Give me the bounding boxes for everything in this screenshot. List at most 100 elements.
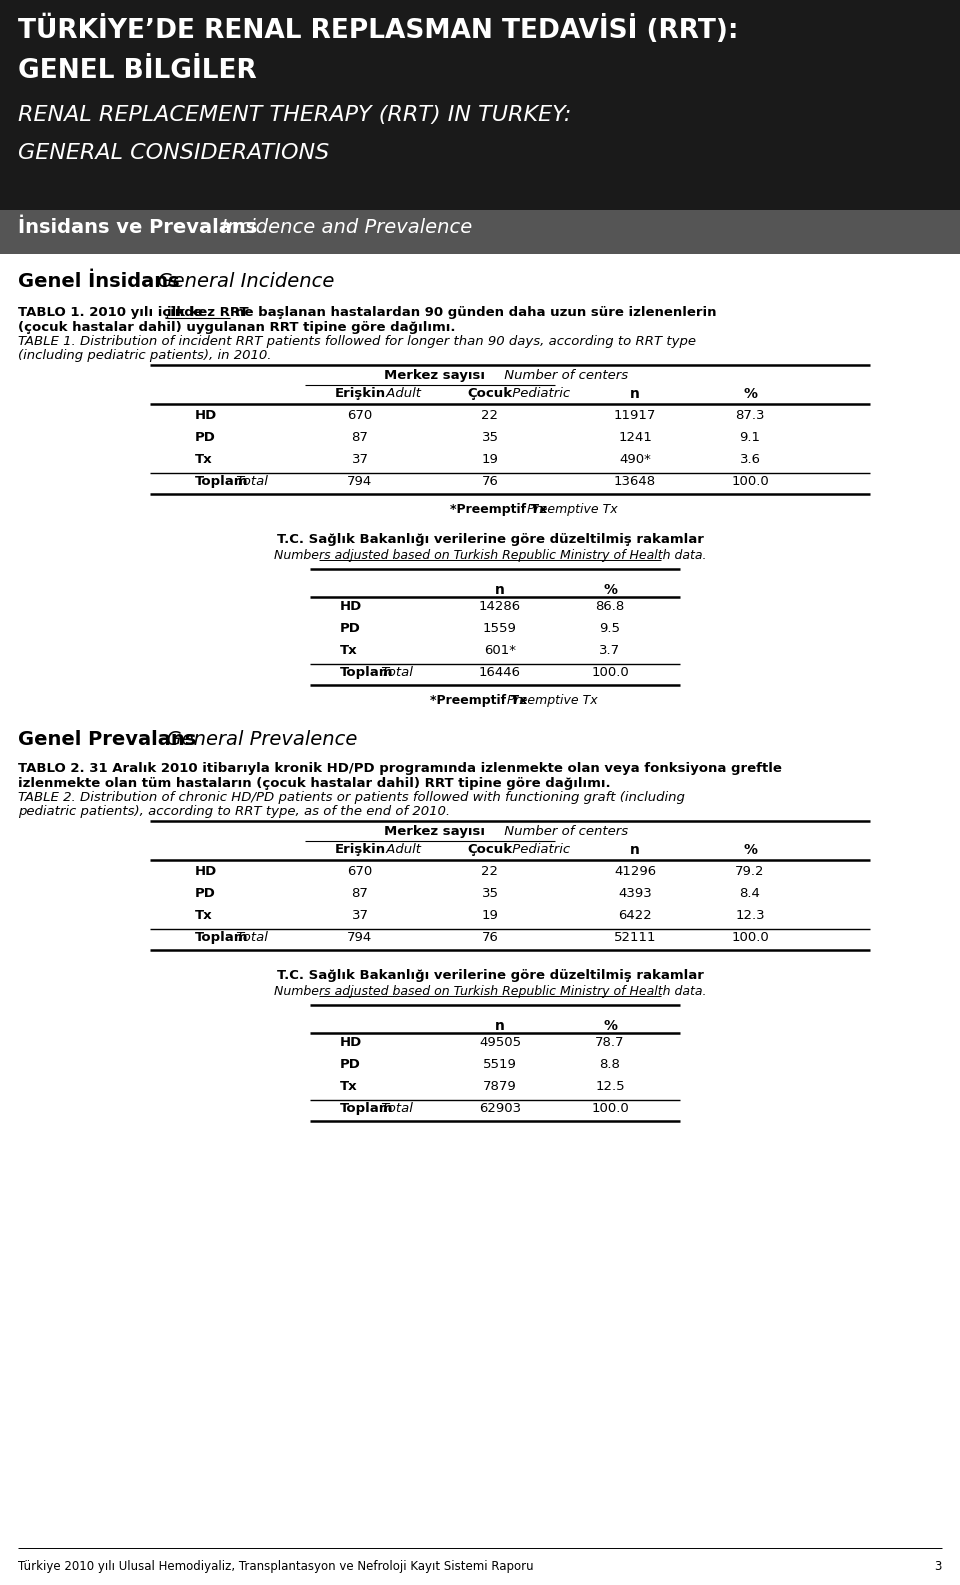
Text: Pediatric: Pediatric — [508, 843, 569, 856]
Text: Merkez sayısı: Merkez sayısı — [385, 369, 486, 382]
Text: HD: HD — [195, 409, 217, 422]
Text: 7879: 7879 — [483, 1079, 516, 1094]
Text: Merkez sayısı: Merkez sayısı — [385, 826, 486, 838]
Text: 35: 35 — [482, 888, 498, 900]
Text: 794: 794 — [348, 476, 372, 488]
Text: PD: PD — [340, 1059, 361, 1071]
Text: Preemptive Tx: Preemptive Tx — [503, 694, 597, 707]
Text: T.C. Sağlık Bakanlığı verilerine göre düzeltilmiş rakamlar: T.C. Sağlık Bakanlığı verilerine göre dü… — [276, 533, 704, 545]
Text: Pediatric: Pediatric — [508, 387, 569, 399]
Text: 62903: 62903 — [479, 1102, 521, 1114]
Text: TABLE 2. Distribution of chronic HD/PD patients or patients followed with functi: TABLE 2. Distribution of chronic HD/PD p… — [18, 791, 684, 804]
Text: Tx: Tx — [340, 1079, 358, 1094]
Text: pediatric patients), according to RRT type, as of the end of 2010.: pediatric patients), according to RRT ty… — [18, 805, 450, 818]
Text: 87: 87 — [351, 431, 369, 444]
Text: TÜRKİYE’DE RENAL REPLASMAN TEDAVİSİ (RRT):: TÜRKİYE’DE RENAL REPLASMAN TEDAVİSİ (RRT… — [18, 14, 738, 44]
Text: Genel Prevalans: Genel Prevalans — [18, 731, 196, 750]
Text: Toplam: Toplam — [340, 1102, 394, 1114]
Text: Preemptive Tx: Preemptive Tx — [523, 502, 617, 517]
Text: %: % — [603, 583, 617, 598]
Text: HD: HD — [195, 865, 217, 878]
Text: 100.0: 100.0 — [732, 476, 769, 488]
Text: 100.0: 100.0 — [591, 666, 629, 678]
Text: %: % — [603, 1019, 617, 1033]
Text: Adult: Adult — [382, 843, 421, 856]
Text: HD: HD — [340, 1037, 362, 1049]
Text: 76: 76 — [482, 930, 498, 945]
Text: 19: 19 — [482, 910, 498, 922]
Text: 100.0: 100.0 — [732, 930, 769, 945]
Text: Toplam: Toplam — [340, 666, 394, 678]
Text: 22: 22 — [482, 409, 498, 422]
Text: ilk kez RRT: ilk kez RRT — [167, 306, 249, 319]
Text: 22: 22 — [482, 865, 498, 878]
Text: 8.4: 8.4 — [739, 888, 760, 900]
Text: Number of centers: Number of centers — [500, 369, 628, 382]
Text: Total: Total — [232, 476, 268, 488]
Text: n: n — [630, 387, 640, 401]
Bar — [0, 0, 960, 209]
Text: 9.1: 9.1 — [739, 431, 760, 444]
Text: 76: 76 — [482, 476, 498, 488]
Text: PD: PD — [195, 888, 216, 900]
Text: Toplam: Toplam — [195, 930, 249, 945]
Text: 3: 3 — [935, 1560, 942, 1572]
Text: 14286: 14286 — [479, 601, 521, 613]
Text: ’ne başlanan hastalardan 90 günden daha uzun süre izlenenlerin: ’ne başlanan hastalardan 90 günden daha … — [229, 306, 716, 319]
Text: 37: 37 — [351, 910, 369, 922]
Text: Tx: Tx — [195, 453, 212, 466]
Text: 6422: 6422 — [618, 910, 652, 922]
Text: GENEL BİLGİLER: GENEL BİLGİLER — [18, 59, 256, 84]
Text: 670: 670 — [348, 865, 372, 878]
Text: Total: Total — [377, 666, 413, 678]
Text: 35: 35 — [482, 431, 498, 444]
Text: 41296: 41296 — [614, 865, 656, 878]
Text: 601*: 601* — [484, 644, 516, 658]
Text: 87.3: 87.3 — [735, 409, 765, 422]
Text: 12.5: 12.5 — [595, 1079, 625, 1094]
Text: 3.7: 3.7 — [599, 644, 620, 658]
Text: Numbers adjusted based on Turkish Republic Ministry of Health data.: Numbers adjusted based on Turkish Republ… — [274, 548, 707, 563]
Text: General Incidence: General Incidence — [145, 273, 335, 292]
Text: 3.6: 3.6 — [739, 453, 760, 466]
Text: TABLO 1. 2010 yılı içinde: TABLO 1. 2010 yılı içinde — [18, 306, 207, 319]
Text: 37: 37 — [351, 453, 369, 466]
Text: Türkiye 2010 yılı Ulusal Hemodiyaliz, Transplantasyon ve Nefroloji Kayıt Sistemi: Türkiye 2010 yılı Ulusal Hemodiyaliz, Tr… — [18, 1560, 534, 1572]
Text: 9.5: 9.5 — [599, 621, 620, 636]
Text: 12.3: 12.3 — [735, 910, 765, 922]
Text: 4393: 4393 — [618, 888, 652, 900]
Text: Adult: Adult — [382, 387, 421, 399]
Text: Erişkin: Erişkin — [334, 843, 386, 856]
Text: %: % — [743, 387, 757, 401]
Text: 16446: 16446 — [479, 666, 521, 678]
Text: İnsidans ve Prevalans: İnsidans ve Prevalans — [18, 219, 257, 238]
Bar — [0, 209, 960, 254]
Text: izlenmekte olan tüm hastaların (çocuk hastalar dahil) RRT tipine göre dağılımı.: izlenmekte olan tüm hastaların (çocuk ha… — [18, 777, 611, 789]
Text: 49505: 49505 — [479, 1037, 521, 1049]
Text: Tx: Tx — [195, 910, 212, 922]
Text: Numbers adjusted based on Turkish Republic Ministry of Health data.: Numbers adjusted based on Turkish Republ… — [274, 984, 707, 999]
Text: (çocuk hastalar dahil) uygulanan RRT tipine göre dağılımı.: (çocuk hastalar dahil) uygulanan RRT tip… — [18, 322, 455, 334]
Text: TABLE 1. Distribution of incident RRT patients followed for longer than 90 days,: TABLE 1. Distribution of incident RRT pa… — [18, 334, 696, 349]
Text: 100.0: 100.0 — [591, 1102, 629, 1114]
Text: Total: Total — [377, 1102, 413, 1114]
Text: 8.8: 8.8 — [600, 1059, 620, 1071]
Text: 86.8: 86.8 — [595, 601, 625, 613]
Text: TABLO 2. 31 Aralık 2010 itibarıyla kronik HD/PD programında izlenmekte olan veya: TABLO 2. 31 Aralık 2010 itibarıyla kroni… — [18, 762, 781, 775]
Text: 87: 87 — [351, 888, 369, 900]
Text: Genel İnsidans: Genel İnsidans — [18, 273, 180, 292]
Text: (including pediatric patients), in 2010.: (including pediatric patients), in 2010. — [18, 349, 272, 361]
Text: %: % — [743, 843, 757, 857]
Text: 670: 670 — [348, 409, 372, 422]
Text: T.C. Sağlık Bakanlığı verilerine göre düzeltilmiş rakamlar: T.C. Sağlık Bakanlığı verilerine göre dü… — [276, 968, 704, 983]
Text: 19: 19 — [482, 453, 498, 466]
Text: 5519: 5519 — [483, 1059, 516, 1071]
Text: RENAL REPLACEMENT THERAPY (RRT) IN TURKEY:: RENAL REPLACEMENT THERAPY (RRT) IN TURKE… — [18, 105, 571, 125]
Text: Tx: Tx — [340, 644, 358, 658]
Text: 78.7: 78.7 — [595, 1037, 625, 1049]
Text: n: n — [495, 583, 505, 598]
Text: Number of centers: Number of centers — [500, 826, 628, 838]
Text: Çocuk: Çocuk — [468, 387, 513, 399]
Text: GENERAL CONSIDERATIONS: GENERAL CONSIDERATIONS — [18, 143, 329, 163]
Text: 490*: 490* — [619, 453, 651, 466]
